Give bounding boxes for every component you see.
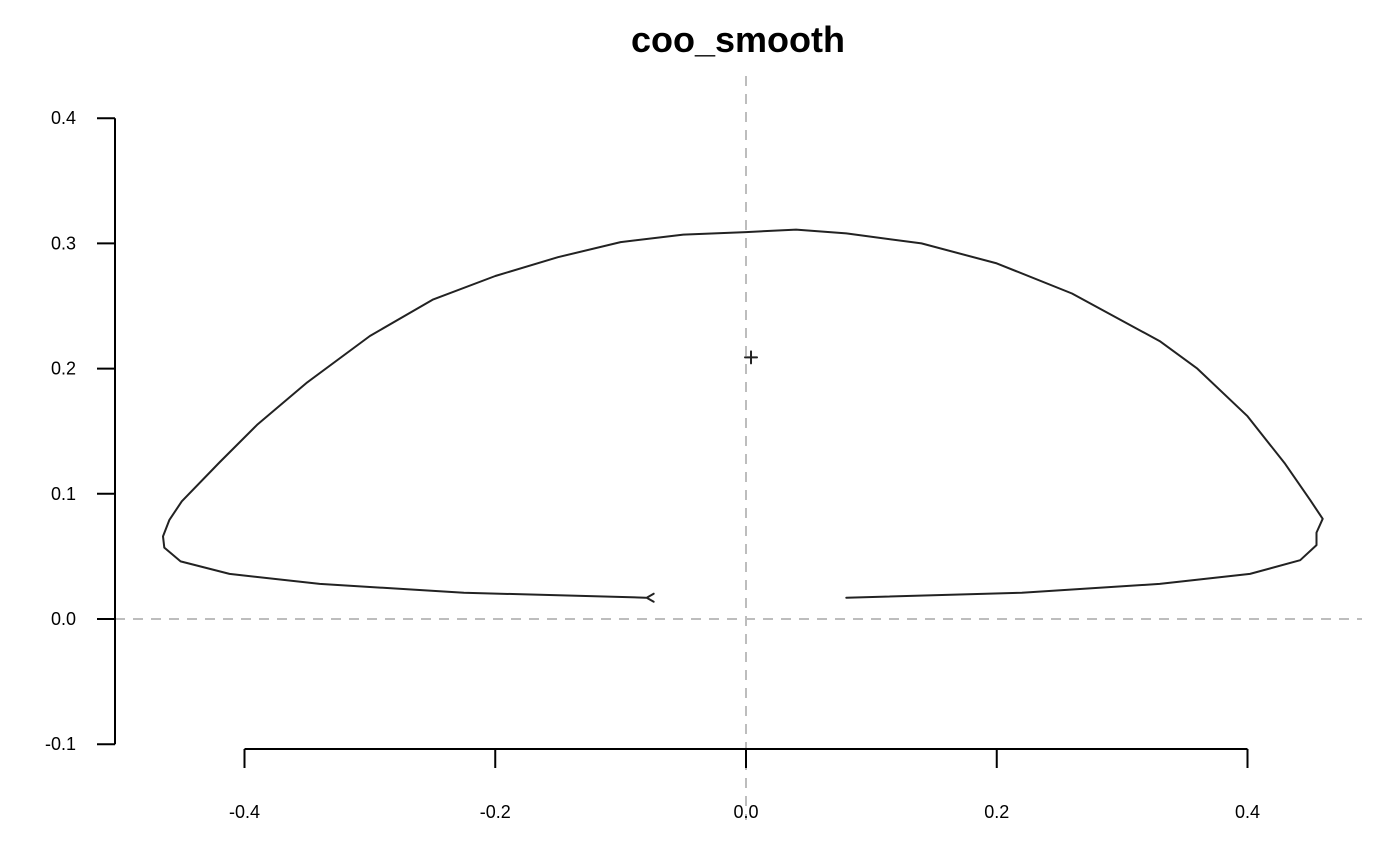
y-tick-label: 0.1: [51, 484, 76, 504]
centroid-marker: [744, 350, 759, 365]
x-tick-label: 0.0: [733, 802, 758, 822]
y-tick-label: 0.2: [51, 359, 76, 379]
chart-title: coo_smooth: [631, 19, 845, 60]
x-tick-label: 0.4: [1235, 802, 1260, 822]
x-tick-label: -0.2: [480, 802, 511, 822]
x-tick-label: 0.2: [984, 802, 1009, 822]
reference-lines: [115, 76, 1362, 820]
y-axis: -0.1 0.0 0.1 0.2 0.3 0.4: [45, 108, 116, 754]
x-axis: -0.4 -0.2 0.0 0.2 0.4: [229, 748, 1260, 822]
y-tick-label: -0.1: [45, 734, 76, 754]
x-tick-label: -0.4: [229, 802, 260, 822]
plot-area: [162, 228, 1324, 603]
y-tick-label: 0.3: [51, 233, 76, 253]
y-tick-label: 0.4: [51, 108, 76, 128]
y-tick-label: 0.0: [51, 609, 76, 629]
start-point-marker: [645, 592, 655, 603]
outline-series-line: [162, 228, 1324, 599]
